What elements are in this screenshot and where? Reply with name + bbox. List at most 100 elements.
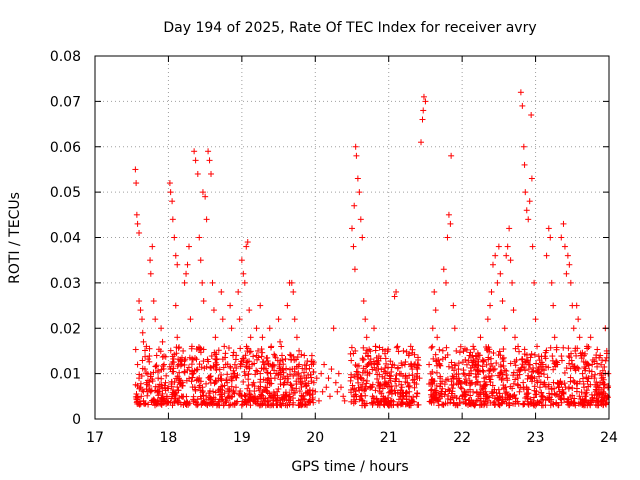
data-point — [380, 401, 387, 408]
data-point — [225, 344, 232, 351]
data-point — [378, 397, 385, 404]
data-point — [231, 390, 238, 397]
data-point — [203, 216, 210, 223]
data-point — [409, 366, 416, 373]
data-point — [501, 367, 508, 374]
data-point — [387, 388, 394, 395]
data-point — [473, 353, 480, 360]
data-point — [528, 175, 535, 182]
data-point — [525, 216, 532, 223]
data-point — [431, 395, 438, 402]
data-point — [227, 364, 234, 371]
data-point — [188, 361, 195, 368]
data-point — [450, 302, 457, 309]
data-point — [368, 399, 375, 406]
data-point — [382, 355, 389, 362]
data-point — [539, 394, 546, 401]
data-point — [564, 252, 571, 259]
data-point — [174, 384, 181, 391]
data-point — [477, 381, 484, 388]
data-point — [247, 402, 254, 409]
data-point — [218, 371, 225, 378]
data-point — [549, 353, 556, 360]
data-point — [209, 279, 216, 286]
data-point — [213, 378, 220, 385]
data-point — [512, 376, 519, 383]
data-point — [364, 347, 371, 354]
data-point — [437, 375, 444, 382]
data-point — [313, 375, 320, 382]
data-point — [187, 316, 194, 323]
data-point — [467, 370, 474, 377]
data-point — [545, 381, 552, 388]
data-point — [136, 229, 143, 236]
data-point — [253, 325, 260, 332]
data-point — [353, 393, 360, 400]
data-point — [448, 152, 455, 159]
data-point — [267, 392, 274, 399]
data-point — [354, 363, 361, 370]
data-point — [568, 357, 575, 364]
data-point — [462, 396, 469, 403]
data-point — [541, 353, 548, 360]
data-point — [551, 334, 558, 341]
data-point — [483, 344, 490, 351]
data-point — [457, 343, 464, 350]
data-point — [524, 357, 531, 364]
x-tick-label: 18 — [160, 430, 178, 446]
data-point — [210, 307, 217, 314]
data-point — [296, 347, 303, 354]
data-point — [452, 362, 459, 369]
data-point — [259, 334, 266, 341]
data-point — [154, 367, 161, 374]
data-point — [255, 385, 262, 392]
data-point — [293, 334, 300, 341]
data-point — [183, 270, 190, 277]
data-point — [244, 239, 251, 246]
data-point — [213, 356, 220, 363]
data-point — [544, 374, 551, 381]
data-point — [143, 343, 150, 350]
data-point — [409, 349, 416, 356]
data-point — [202, 193, 209, 200]
data-point — [576, 393, 583, 400]
data-point — [394, 365, 401, 372]
data-point — [173, 375, 180, 382]
data-point — [492, 252, 499, 259]
data-point — [500, 363, 507, 370]
data-point — [411, 379, 418, 386]
data-point — [230, 349, 237, 356]
data-point — [206, 394, 213, 401]
data-point — [384, 370, 391, 377]
data-point — [200, 392, 207, 399]
data-point — [201, 365, 208, 372]
data-point — [473, 389, 480, 396]
data-point — [566, 402, 573, 409]
data-point — [254, 356, 261, 363]
data-point — [420, 107, 427, 114]
data-point — [532, 316, 539, 323]
data-point — [582, 367, 589, 374]
data-point — [215, 347, 222, 354]
data-point — [406, 382, 413, 389]
data-point — [153, 362, 160, 369]
data-point — [394, 402, 401, 409]
data-point — [437, 380, 444, 387]
data-point — [162, 353, 169, 360]
data-point — [249, 361, 256, 368]
data-point — [191, 384, 198, 391]
data-point — [431, 394, 438, 401]
data-point — [550, 302, 557, 309]
data-point — [374, 402, 381, 409]
data-point — [456, 349, 463, 356]
data-point — [375, 357, 382, 364]
data-point — [501, 325, 508, 332]
data-point — [429, 368, 436, 375]
data-point — [503, 367, 510, 374]
data-point — [147, 371, 154, 378]
x-tick-label: 19 — [233, 430, 251, 446]
y-tick-label: 0.01 — [50, 367, 81, 383]
data-point — [495, 386, 502, 393]
data-point — [219, 356, 226, 363]
